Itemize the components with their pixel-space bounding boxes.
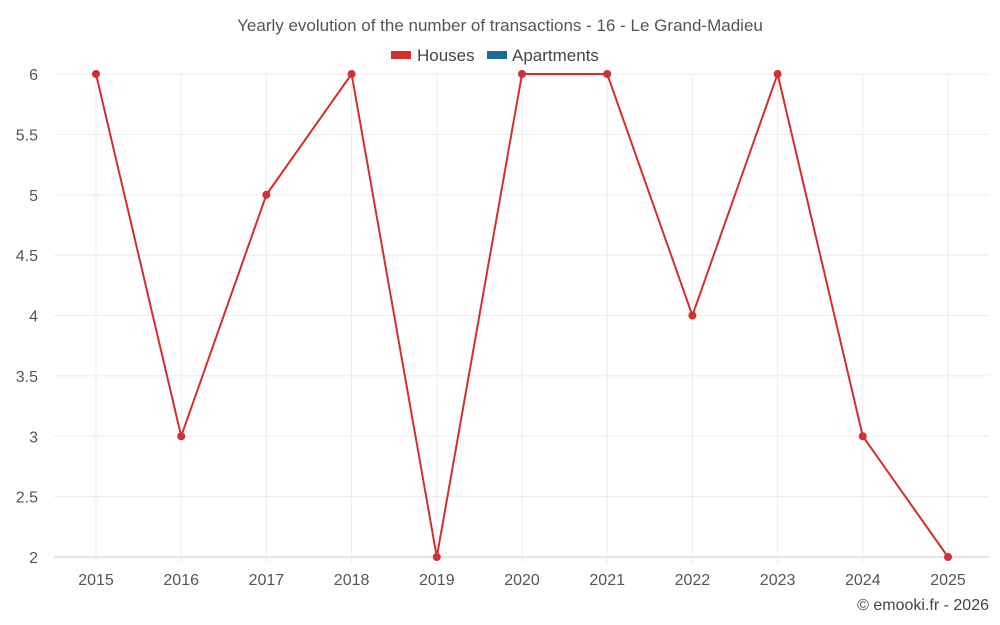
legend-swatch-apartments [487, 51, 507, 59]
x-tick-label: 2020 [504, 572, 540, 589]
houses-point[interactable] [773, 70, 782, 78]
y-tick-label: 5.5 [16, 127, 38, 144]
x-tick-label: 2025 [930, 572, 966, 589]
houses-point[interactable] [432, 553, 441, 561]
y-tick-label: 4 [29, 309, 38, 326]
y-tick-label: 5 [29, 188, 38, 205]
legend-item-apartments[interactable]: Apartments [487, 46, 599, 65]
houses-point[interactable] [688, 311, 697, 320]
credit-text: © emooki.fr - 2026 [857, 597, 989, 614]
houses-point[interactable] [858, 432, 867, 441]
houses-point[interactable] [603, 70, 612, 78]
legend-item-houses[interactable]: Houses [391, 46, 475, 65]
houses-point[interactable] [518, 70, 526, 78]
houses-point[interactable] [944, 553, 952, 561]
grid [54, 73, 989, 563]
x-tick-label: 2024 [845, 572, 881, 589]
x-tick-label: 2015 [78, 572, 114, 589]
x-tick-label: 2023 [760, 572, 796, 589]
x-tick-label: 2021 [589, 572, 625, 589]
legend-label-houses: Houses [417, 46, 475, 65]
axes: 2 2.5 3 3.5 4 4.5 5 5.5 6 2015 2016 2017 2018 2019 202… [16, 67, 966, 589]
x-tick-label: 2022 [675, 572, 711, 589]
x-tick-label: 2018 [334, 572, 370, 589]
legend-label-apartments: Apartments [512, 46, 599, 65]
legend-swatch-houses [391, 51, 411, 59]
x-tick-label: 2016 [163, 572, 199, 589]
x-tick-label: 2019 [419, 572, 455, 589]
series-houses [92, 70, 952, 561]
y-tick-label: 2.5 [16, 490, 38, 507]
chart-title: Yearly evolution of the number of transa… [237, 16, 763, 35]
y-tick-label: 6 [29, 67, 38, 84]
y-tick-label: 3 [29, 429, 38, 446]
x-tick-label: 2017 [249, 572, 285, 589]
houses-point[interactable] [177, 432, 186, 441]
houses-point[interactable] [262, 190, 271, 199]
y-tick-label: 4.5 [16, 248, 38, 265]
legend: Houses Apartments [391, 46, 599, 65]
y-tick-label: 2 [29, 550, 38, 567]
houses-point[interactable] [92, 70, 100, 78]
houses-point[interactable] [347, 70, 356, 78]
y-tick-label: 3.5 [16, 369, 38, 386]
